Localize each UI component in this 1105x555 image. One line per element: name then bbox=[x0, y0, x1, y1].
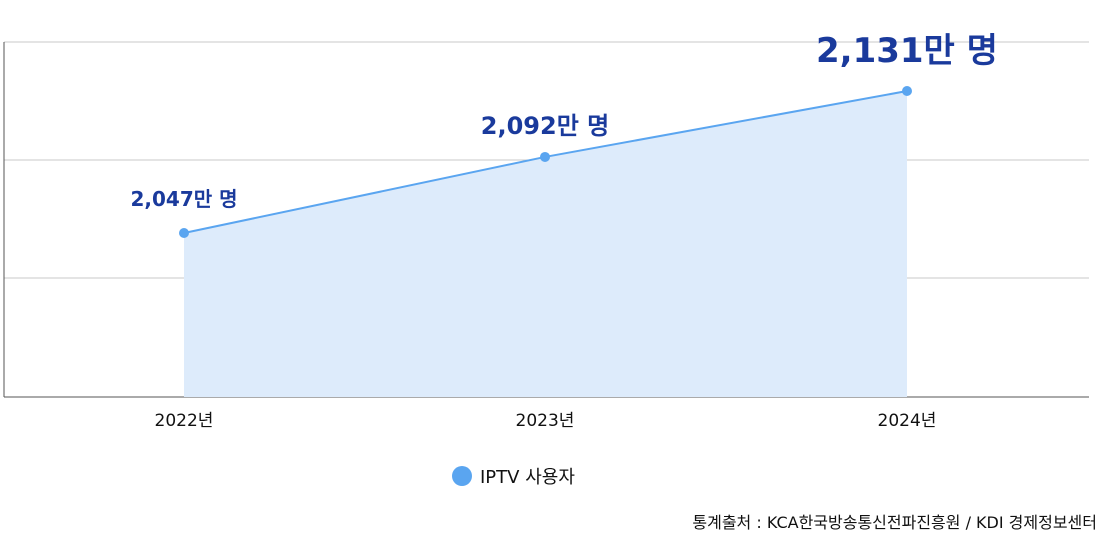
legend-marker-icon bbox=[452, 466, 472, 486]
data-point-2023년 bbox=[540, 151, 550, 162]
source-note: 통계출처 : KCA한국방송통신전파진흥원 / KDI 경제정보센터 bbox=[692, 513, 1097, 532]
legend-label: IPTV 사용자 bbox=[480, 467, 575, 488]
data-point-2022년 bbox=[179, 228, 189, 239]
data-label-2023년: 2,092만 명 bbox=[481, 112, 609, 140]
chart: 2,047만 명 2022년 2,092만 명 2023년 2,131만 명 2024년 bbox=[3, 31, 1089, 431]
x-tick-label-2022년: 2022년 bbox=[155, 411, 214, 431]
data-label-2024년: 2,131만 명 bbox=[816, 31, 998, 71]
x-tick-label-2023년: 2023년 bbox=[516, 411, 575, 431]
x-tick-label-2024년: 2024년 bbox=[878, 411, 937, 431]
data-point-2024년 bbox=[902, 86, 912, 97]
legend: IPTV 사용자 bbox=[452, 462, 575, 490]
series-area bbox=[184, 91, 907, 398]
data-label-2022년: 2,047만 명 bbox=[130, 187, 237, 211]
